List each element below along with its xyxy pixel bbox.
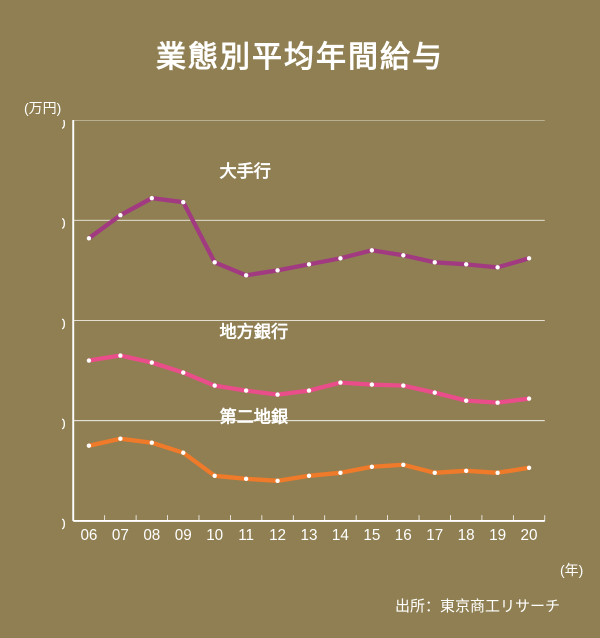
series-dot — [433, 390, 437, 394]
series-label-地方銀行: 地方銀行 — [219, 321, 288, 341]
series-dot — [495, 400, 499, 404]
y-tick-label: 600 — [62, 416, 66, 433]
series-dot — [370, 465, 374, 469]
series-dot — [150, 196, 154, 200]
series-dot — [212, 474, 216, 478]
series-dot — [181, 370, 185, 374]
series-dot — [527, 396, 531, 400]
source-text: 出所：東京商工リサーチ — [395, 595, 560, 616]
y-axis-unit: (万円) — [24, 98, 61, 118]
series-dot — [464, 398, 468, 402]
series-dot — [433, 260, 437, 264]
series-line-地方銀行 — [89, 356, 529, 403]
series-dot — [307, 474, 311, 478]
series-dot — [150, 441, 154, 445]
series-dot — [370, 382, 374, 386]
x-tick-label: 10 — [206, 527, 223, 540]
series-dot — [212, 383, 216, 387]
x-tick-label: 18 — [458, 527, 475, 540]
x-tick-label: 12 — [269, 527, 286, 540]
series-dot — [401, 463, 405, 467]
x-tick-label: 08 — [143, 527, 160, 540]
chart-title: 業態別平均年間給与 — [0, 0, 600, 76]
series-dot — [527, 256, 531, 260]
x-tick-label: 15 — [363, 527, 380, 540]
y-tick-label: 500 — [62, 517, 66, 534]
x-tick-label: 09 — [175, 527, 192, 540]
x-tick-label: 07 — [112, 527, 129, 540]
x-tick-label: 19 — [489, 527, 506, 540]
series-dot — [338, 380, 342, 384]
series-dot — [87, 236, 91, 240]
x-tick-label: 16 — [395, 527, 412, 540]
series-dot — [275, 268, 279, 272]
series-dot — [244, 388, 248, 392]
series-dot — [495, 471, 499, 475]
series-dot — [527, 466, 531, 470]
series-dot — [338, 256, 342, 260]
x-tick-label: 11 — [238, 527, 254, 540]
series-dot — [307, 262, 311, 266]
x-tick-label: 14 — [332, 527, 349, 540]
series-dot — [338, 471, 342, 475]
series-label-第二地銀: 第二地銀 — [219, 407, 289, 427]
series-dot — [118, 213, 122, 217]
y-tick-label: 800 — [62, 216, 66, 233]
series-dot — [118, 437, 122, 441]
series-dot — [181, 200, 185, 204]
series-dot — [118, 353, 122, 357]
x-tick-label: 06 — [80, 527, 97, 540]
x-axis-unit: (年) — [560, 560, 583, 580]
series-dot — [244, 477, 248, 481]
chart-plot: 500 600 700 800 900 06 07 08 09 10 11 12 13 14 15 16 17 1… — [62, 120, 556, 540]
y-tick-label: 700 — [62, 316, 66, 333]
series-dot — [87, 444, 91, 448]
series-dot — [307, 388, 311, 392]
y-tick-label: 900 — [62, 120, 66, 133]
x-tick-label: 13 — [301, 527, 318, 540]
series-dot — [181, 451, 185, 455]
series-label-大手行: 大手行 — [219, 161, 271, 181]
x-tick-label: 17 — [426, 527, 443, 540]
series-dot — [275, 479, 279, 483]
series-dot — [244, 273, 248, 277]
series-dot — [87, 358, 91, 362]
series-dot — [464, 469, 468, 473]
series-dot — [275, 392, 279, 396]
series-dot — [401, 383, 405, 387]
series-dot — [464, 262, 468, 266]
series-dot — [433, 471, 437, 475]
series-dot — [150, 360, 154, 364]
series-dot — [401, 253, 405, 257]
series-dot — [495, 265, 499, 269]
x-tick-label: 20 — [521, 527, 538, 540]
series-dot — [370, 248, 374, 252]
series-dot — [212, 260, 216, 264]
